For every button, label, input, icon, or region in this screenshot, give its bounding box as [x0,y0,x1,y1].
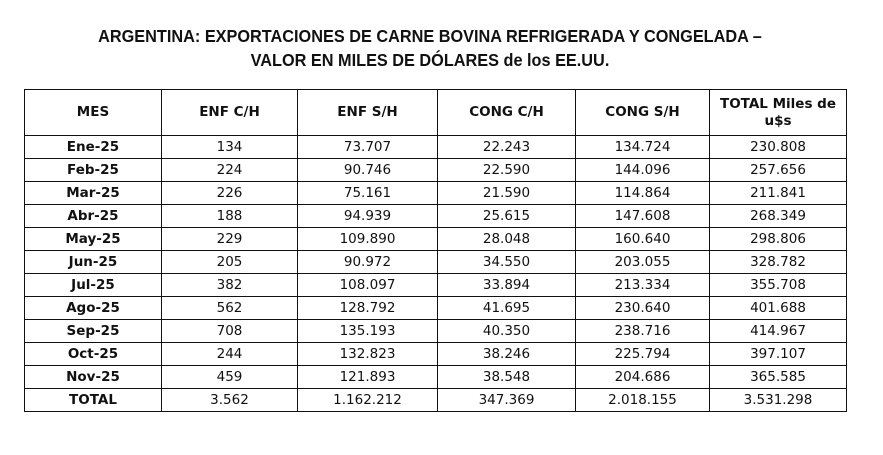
table-row: Ago-25 562 128.792 41.695 230.640 401.68… [24,296,847,320]
cell-month: May-25 [24,227,162,251]
cell-enf-sh: 128.792 [297,296,438,320]
table-row: Sep-25 708 135.193 40.350 238.716 414.96… [24,319,847,343]
table-row: Ene-25 134 73.707 22.243 134.724 230.808 [24,135,847,159]
table-row: Abr-25 188 94.939 25.615 147.608 268.349 [24,204,847,228]
cell-cong-sh: 203.055 [575,250,710,274]
cell-cong-sh: 147.608 [575,204,710,228]
cell-enf-ch: 226 [161,181,298,205]
cell-cong-ch: 22.590 [437,158,576,182]
cell-cong-ch: 21.590 [437,181,576,205]
cell-total: 401.688 [709,296,847,320]
cell-month: Sep-25 [24,319,162,343]
table-row: Oct-25 244 132.823 38.246 225.794 397.10… [24,342,847,366]
cell-cong-sh: 225.794 [575,342,710,366]
cell-enf-sh: 109.890 [297,227,438,251]
exports-table: MES ENF C/H ENF S/H CONG C/H CONG S/H TO… [24,89,847,412]
header-enf-sh: ENF S/H [297,89,438,136]
cell-enf-sh: 73.707 [297,135,438,159]
cell-cong-sh: 230.640 [575,296,710,320]
table-row: Mar-25 226 75.161 21.590 114.864 211.841 [24,181,847,205]
cell-cong-sh: 213.334 [575,273,710,297]
cell-month: Oct-25 [24,342,162,366]
cell-total-enf-ch: 3.562 [161,388,298,412]
cell-enf-ch: 244 [161,342,298,366]
cell-enf-sh: 135.193 [297,319,438,343]
cell-enf-sh: 90.972 [297,250,438,274]
cell-month: Ago-25 [24,296,162,320]
table-row: Jul-25 382 108.097 33.894 213.334 355.70… [24,273,847,297]
cell-cong-ch: 25.615 [437,204,576,228]
cell-total-enf-sh: 1.162.212 [297,388,438,412]
cell-cong-sh: 160.640 [575,227,710,251]
cell-total: 355.708 [709,273,847,297]
table-row: Nov-25 459 121.893 38.548 204.686 365.58… [24,365,847,389]
table-row: May-25 229 109.890 28.048 160.640 298.80… [24,227,847,251]
document-title: ARGENTINA: EXPORTACIONES DE CARNE BOVINA… [30,24,830,72]
cell-enf-ch: 382 [161,273,298,297]
cell-enf-ch: 224 [161,158,298,182]
cell-month: Feb-25 [24,158,162,182]
cell-total: 414.967 [709,319,847,343]
cell-cong-ch: 28.048 [437,227,576,251]
cell-enf-sh: 94.939 [297,204,438,228]
header-row: MES ENF C/H ENF S/H CONG C/H CONG S/H TO… [24,89,847,136]
cell-enf-ch: 229 [161,227,298,251]
table-row: Jun-25 205 90.972 34.550 203.055 328.782 [24,250,847,274]
cell-cong-ch: 41.695 [437,296,576,320]
cell-cong-sh: 134.724 [575,135,710,159]
cell-cong-sh: 238.716 [575,319,710,343]
cell-enf-sh: 75.161 [297,181,438,205]
cell-total-cong-sh: 2.018.155 [575,388,710,412]
cell-month: Nov-25 [24,365,162,389]
cell-cong-ch: 38.548 [437,365,576,389]
cell-cong-ch: 34.550 [437,250,576,274]
cell-month: Jul-25 [24,273,162,297]
header-mes: MES [24,89,162,136]
cell-enf-ch: 708 [161,319,298,343]
cell-enf-sh: 90.746 [297,158,438,182]
total-row: TOTAL 3.562 1.162.212 347.369 2.018.155 … [24,388,847,412]
cell-month: Mar-25 [24,181,162,205]
title-line-1: ARGENTINA: EXPORTACIONES DE CARNE BOVINA… [98,26,762,46]
cell-total-cong-ch: 347.369 [437,388,576,412]
cell-total: 268.349 [709,204,847,228]
cell-cong-ch: 40.350 [437,319,576,343]
cell-total: 397.107 [709,342,847,366]
cell-enf-sh: 132.823 [297,342,438,366]
cell-cong-ch: 22.243 [437,135,576,159]
header-enf-ch: ENF C/H [161,89,298,136]
cell-total: 257.656 [709,158,847,182]
cell-cong-sh: 204.686 [575,365,710,389]
cell-total: 211.841 [709,181,847,205]
header-total: TOTAL Miles de u$s [709,89,847,136]
cell-month: Abr-25 [24,204,162,228]
title-line-2: VALOR EN MILES DE DÓLARES de los EE.UU. [250,50,610,70]
header-cong-sh: CONG S/H [575,89,710,136]
cell-enf-sh: 121.893 [297,365,438,389]
cell-cong-sh: 114.864 [575,181,710,205]
cell-enf-ch: 134 [161,135,298,159]
cell-cong-ch: 38.246 [437,342,576,366]
cell-total: 298.806 [709,227,847,251]
cell-month: Ene-25 [24,135,162,159]
cell-enf-ch: 562 [161,296,298,320]
cell-month: Jun-25 [24,250,162,274]
cell-cong-ch: 33.894 [437,273,576,297]
cell-enf-ch: 188 [161,204,298,228]
cell-enf-ch: 459 [161,365,298,389]
cell-total: 328.782 [709,250,847,274]
cell-total-label: TOTAL [24,388,162,412]
cell-total: 230.808 [709,135,847,159]
table-row: Feb-25 224 90.746 22.590 144.096 257.656 [24,158,847,182]
cell-cong-sh: 144.096 [575,158,710,182]
cell-grand-total: 3.531.298 [709,388,847,412]
cell-total: 365.585 [709,365,847,389]
header-cong-ch: CONG C/H [437,89,576,136]
cell-enf-sh: 108.097 [297,273,438,297]
cell-enf-ch: 205 [161,250,298,274]
